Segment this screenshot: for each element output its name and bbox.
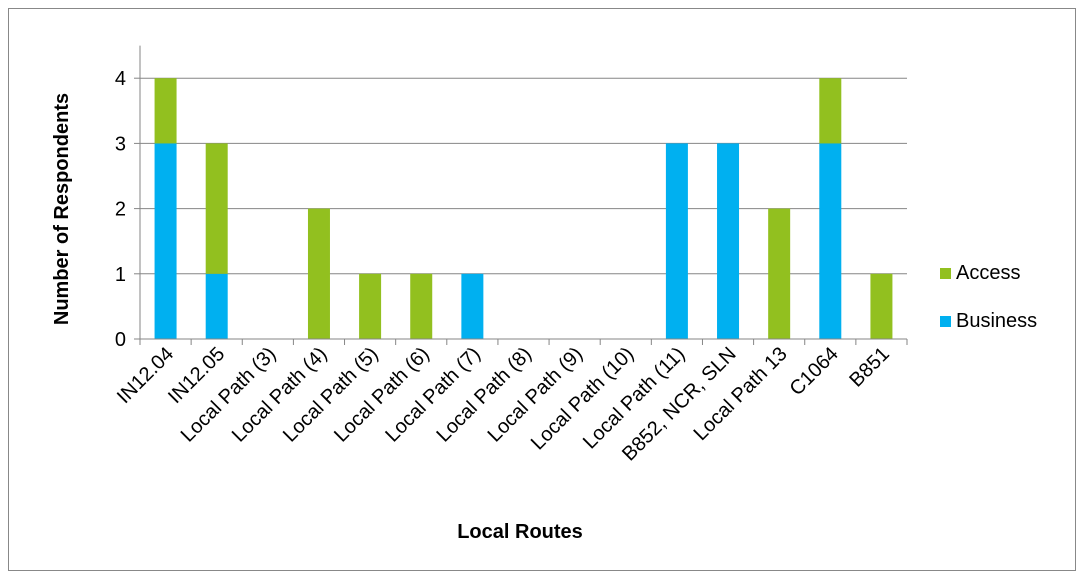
x-tick-label: IN12.04 xyxy=(113,343,178,408)
gridlines xyxy=(140,77,907,275)
bar-business-10 xyxy=(665,143,688,339)
bar-access-5 xyxy=(410,273,433,339)
y-tick-label: 3 xyxy=(115,133,126,155)
legend-label-business: Business xyxy=(956,310,1037,332)
axes xyxy=(134,45,908,345)
bars xyxy=(154,78,893,339)
chart-frame: 0 1 2 3 4 IN12.04 IN12.05 Local Path (3) Local … xyxy=(8,8,1076,571)
legend: Access Business xyxy=(940,262,1037,332)
bar-business-0 xyxy=(154,143,177,339)
bar-access-0 xyxy=(154,78,177,144)
y-tick-label: 1 xyxy=(115,264,126,286)
bar-access-1 xyxy=(205,143,228,274)
y-axis-title: Number of Respondents xyxy=(51,93,73,325)
legend-swatch-access xyxy=(940,268,951,279)
x-axis-title: Local Routes xyxy=(457,521,583,543)
x-tick-label: B851 xyxy=(845,343,894,392)
legend-swatch-business xyxy=(940,316,951,327)
bar-business-6 xyxy=(461,273,484,339)
y-tick-label: 4 xyxy=(115,68,126,90)
bar-business-1 xyxy=(205,273,228,339)
legend-label-access: Access xyxy=(956,262,1020,284)
bar-access-13 xyxy=(819,78,842,144)
y-tick-label: 0 xyxy=(115,329,126,351)
bar-access-4 xyxy=(359,273,382,339)
bar-business-11 xyxy=(717,143,740,339)
bar-access-14 xyxy=(870,273,893,339)
bar-access-3 xyxy=(307,208,330,339)
x-tick-label: C1064 xyxy=(786,343,843,400)
y-tick-label: 2 xyxy=(115,199,126,221)
y-tick-labels: 0 1 2 3 4 xyxy=(115,68,126,351)
bar-access-12 xyxy=(768,208,791,339)
bar-business-13 xyxy=(819,143,842,339)
